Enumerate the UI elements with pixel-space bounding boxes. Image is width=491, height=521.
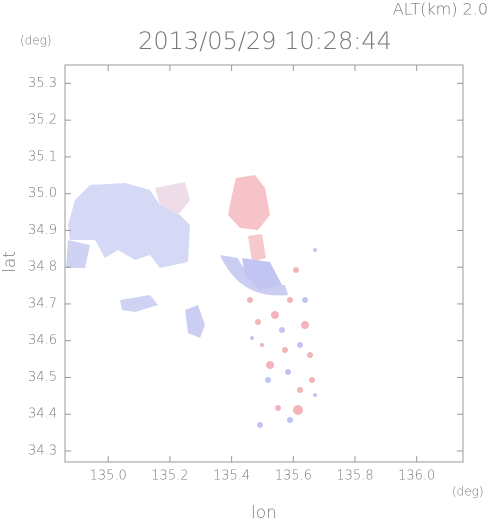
x-unit: (deg) <box>452 485 484 499</box>
y-tick-label: 34.9 <box>28 223 57 238</box>
echo-field <box>66 175 317 428</box>
chart-title: 2013/05/29 10:28:44 <box>138 27 392 55</box>
echo-blob <box>120 295 158 312</box>
y-tick-label: 34.7 <box>28 296 57 311</box>
echo-cells <box>250 248 317 428</box>
x-tick-label: 135.8 <box>336 469 373 484</box>
x-tick-label: 135.4 <box>213 469 250 484</box>
x-tick-label: 135.6 <box>275 469 312 484</box>
y-tick-label: 34.3 <box>28 443 57 458</box>
y-tick-label: 34.5 <box>28 370 57 385</box>
x-tick-label: 135.2 <box>151 469 188 484</box>
echo-cells <box>247 267 315 415</box>
y-axis-label: lat <box>0 251 20 273</box>
echo-blob <box>242 258 282 290</box>
echo-blob <box>228 175 270 230</box>
y-tick-label: 34.8 <box>28 260 57 275</box>
echo-blob <box>185 305 205 338</box>
y-tick-label: 34.4 <box>28 407 57 422</box>
y-tick-label: 34.6 <box>28 333 57 348</box>
y-tick-label: 35.2 <box>28 113 57 128</box>
x-tick-label: 135.0 <box>90 469 127 484</box>
echo-blob <box>155 182 190 215</box>
plot-frame <box>64 64 464 463</box>
y-tick-label: 35.1 <box>28 149 57 164</box>
echo-blob <box>68 183 190 268</box>
echo-blob <box>66 240 90 268</box>
y-unit: (deg) <box>20 34 52 48</box>
y-tick-label: 35.0 <box>28 186 57 201</box>
x-tick-label: 136.0 <box>398 469 435 484</box>
echo-blob <box>248 234 266 262</box>
altitude-label: ALT(km) 2.0 <box>393 0 488 19</box>
y-tick-label: 35.3 <box>28 76 57 91</box>
x-axis-label: lon <box>251 503 277 521</box>
